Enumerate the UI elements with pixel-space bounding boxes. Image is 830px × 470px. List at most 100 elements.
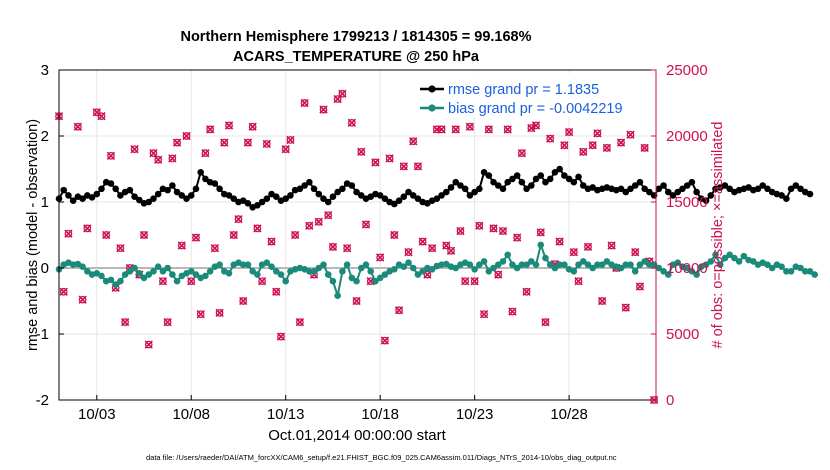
- rmse-point-131: [674, 188, 682, 196]
- obs-assimilated-point-46: [281, 145, 290, 154]
- obs-possible-point-79: [437, 125, 446, 134]
- obs-possible-point-93: [503, 125, 512, 134]
- rmse-point-56: [320, 195, 327, 202]
- obs-assimilated-point-111: [588, 141, 597, 150]
- series-bias: [55, 241, 818, 300]
- rmse-point-19: [145, 198, 153, 206]
- obs-assimilated-point-1: [59, 287, 68, 296]
- obs-possible-point-86: [470, 277, 479, 286]
- rmse-point-3: [69, 197, 77, 204]
- bias-point-91: [485, 268, 493, 275]
- obs-possible-point-44: [272, 287, 281, 296]
- bias-point-140: [716, 261, 724, 269]
- obs-possible-point-99: [532, 121, 540, 130]
- bias-point-62: [348, 274, 356, 282]
- obs-assimilated-point-99: [531, 121, 541, 130]
- obs-assimilated-point-41: [257, 277, 267, 286]
- rmse-point-109: [570, 178, 578, 186]
- rmse-point-84: [452, 178, 460, 186]
- x-tick-label-3: 10/18: [361, 406, 399, 423]
- bias-point-110: [575, 261, 582, 269]
- bias-point-13: [117, 277, 124, 285]
- bias-point-56: [320, 261, 327, 269]
- obs-possible-point-33: [220, 138, 229, 147]
- obs-assimilated-point-19: [154, 155, 163, 164]
- obs-assimilated-point-50: [300, 98, 309, 108]
- legend-rmse-marker: [428, 85, 436, 93]
- obs-assimilated-point-87: [475, 221, 484, 230]
- bias-point-113: [589, 264, 597, 272]
- rmse-point-16: [131, 193, 138, 201]
- obs-possible-point-68: [385, 154, 394, 163]
- rmse-point-63: [353, 188, 360, 196]
- bias-point-20: [150, 268, 157, 275]
- bias-point-96: [509, 261, 516, 269]
- rmse-point-155: [787, 185, 795, 193]
- bias-point-154: [783, 268, 790, 275]
- rmse-point-106: [556, 165, 563, 173]
- bias-point-115: [598, 261, 606, 269]
- bias-point-39: [239, 261, 247, 269]
- obs-possible-point-61: [352, 297, 361, 305]
- bias-point-5: [79, 263, 86, 270]
- bias-point-157: [797, 264, 804, 272]
- bias-point-23: [164, 264, 171, 272]
- bias-point-145: [740, 252, 748, 260]
- rmse-point-21: [154, 190, 162, 198]
- obs-possible-point-38: [244, 138, 252, 147]
- rmse-point-31: [202, 175, 209, 183]
- obs-possible-point-55: [324, 211, 333, 220]
- rmse-point-43: [258, 198, 266, 206]
- rmse-point-120: [622, 188, 630, 196]
- bias-point-159: [806, 268, 814, 275]
- obs-assimilated-point-45: [276, 332, 286, 341]
- rmse-point-156: [792, 182, 800, 189]
- obs-assimilated-point-88: [479, 310, 489, 319]
- bias-point-41: [249, 268, 256, 275]
- obs-possible-point-100: [536, 228, 545, 237]
- obs-possible-point-41: [258, 277, 266, 286]
- bias-point-63: [353, 277, 360, 285]
- rmse-point-141: [721, 182, 729, 189]
- obs-possible-point-74: [414, 162, 422, 171]
- obs-assimilated-point-43: [267, 237, 276, 246]
- rmse-point-29: [192, 185, 200, 193]
- bias-point-155: [787, 268, 795, 275]
- obs-assimilated-point-12: [120, 317, 130, 327]
- obs-possible-point-90: [489, 224, 498, 233]
- bias-point-90: [480, 258, 488, 265]
- rmse-point-7: [88, 194, 96, 201]
- obs-assimilated-point-84: [461, 277, 470, 286]
- obs-assimilated-point-77: [427, 244, 437, 253]
- rmse-point-87: [466, 192, 474, 199]
- legend-box: [416, 73, 648, 117]
- obs-possible-point-60: [347, 118, 356, 127]
- rmse-point-149: [759, 182, 767, 189]
- rmse-point-95: [504, 178, 511, 186]
- rmse-point-64: [357, 192, 365, 199]
- bias-point-68: [376, 274, 384, 282]
- bias-point-58: [329, 277, 337, 285]
- rmse-point-37: [230, 195, 238, 202]
- obs-assimilated-point-60: [347, 118, 356, 127]
- bias-point-22: [159, 268, 167, 275]
- x-tick-label-4: 10/23: [456, 406, 494, 423]
- obs-possible-point-23: [173, 138, 181, 147]
- rmse-point-111: [579, 182, 587, 189]
- rmse-point-23: [164, 186, 171, 194]
- obs-assimilated-point-32: [215, 308, 224, 318]
- obs-assimilated-point-118: [621, 303, 630, 312]
- rmse-point-108: [565, 175, 573, 183]
- obs-assimilated-point-22: [168, 154, 177, 163]
- rmse-point-48: [282, 195, 290, 202]
- obs-assimilated-point-96: [517, 148, 527, 158]
- rmse-point-68: [376, 192, 384, 199]
- obs-possible-point-29: [201, 149, 210, 158]
- obs-assimilated-point-38: [243, 138, 253, 147]
- bias-point-92: [490, 264, 497, 272]
- obs-possible-point-97: [522, 287, 531, 296]
- rmse-point-157: [797, 185, 804, 193]
- obs-possible-point-71: [399, 162, 408, 171]
- bias-point-79: [428, 266, 436, 273]
- obs-assimilated-point-105: [560, 141, 569, 150]
